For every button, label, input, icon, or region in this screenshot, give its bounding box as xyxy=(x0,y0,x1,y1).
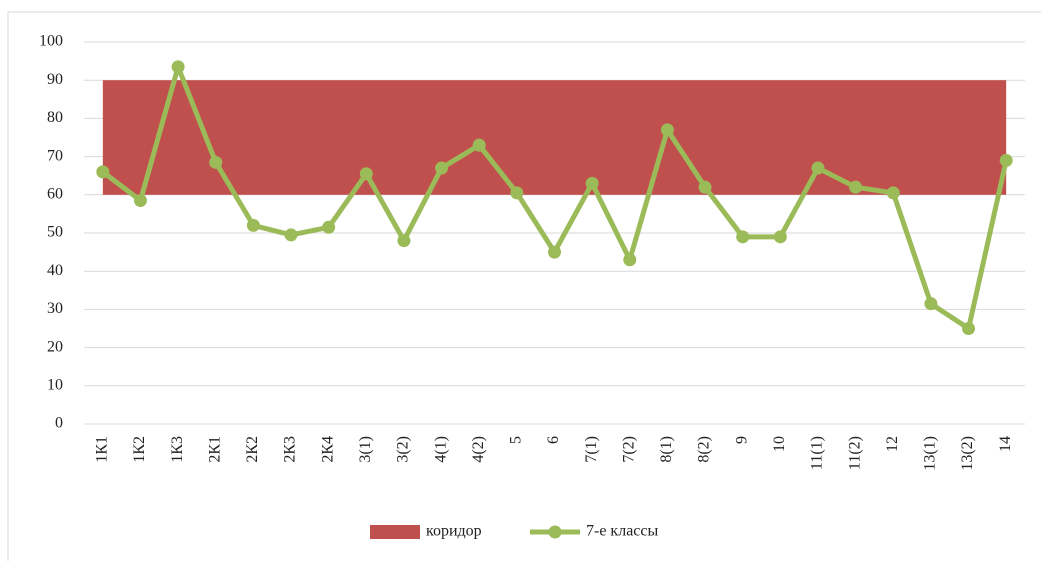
line-marker xyxy=(472,138,486,152)
line-marker xyxy=(171,60,185,74)
legend-swatch xyxy=(370,525,420,539)
x-tick-label: 13(2) xyxy=(959,436,976,471)
y-tick-label: 50 xyxy=(47,224,63,241)
line-marker xyxy=(246,218,260,232)
line-marker xyxy=(435,161,449,175)
line-marker xyxy=(548,245,561,259)
x-tick-label: 2К1 xyxy=(206,436,223,463)
x-tick-label: 4(1) xyxy=(432,436,449,463)
y-tick-label: 40 xyxy=(47,262,63,279)
x-tick-label: 8(2) xyxy=(696,436,713,463)
x-tick-label: 7(1) xyxy=(583,436,600,463)
x-tick-label: 1К1 xyxy=(93,436,110,463)
x-tick-label: 2К4 xyxy=(319,436,336,463)
y-tick-label: 90 xyxy=(47,71,63,88)
y-tick-label: 60 xyxy=(47,185,63,202)
line-marker xyxy=(886,186,900,200)
y-tick-label: 20 xyxy=(47,338,63,355)
line-marker xyxy=(623,253,637,267)
x-tick-label: 2К2 xyxy=(244,436,261,463)
line-marker xyxy=(736,230,750,244)
line-marker xyxy=(849,180,863,194)
line-marker xyxy=(359,167,373,181)
y-tick-label: 0 xyxy=(55,415,63,432)
line-marker xyxy=(133,194,147,208)
y-tick-label: 30 xyxy=(47,300,63,317)
x-tick-label: 1К3 xyxy=(169,436,186,463)
line-marker xyxy=(322,220,336,234)
legend-label: коридор xyxy=(426,523,482,540)
x-tick-label: 12 xyxy=(884,436,901,452)
line-marker xyxy=(698,180,712,194)
x-tick-label: 4(2) xyxy=(470,436,487,463)
corridor-band xyxy=(102,80,1007,195)
y-tick-label: 10 xyxy=(47,376,63,393)
line-marker xyxy=(811,161,825,175)
x-tick-label: 2К3 xyxy=(282,436,299,463)
line-marker xyxy=(284,228,298,242)
line-marker xyxy=(209,155,223,169)
line-marker xyxy=(397,234,411,248)
x-tick-label: 1К2 xyxy=(131,436,148,463)
line-marker xyxy=(962,322,976,335)
x-tick-label: 13(1) xyxy=(922,436,939,471)
line-marker xyxy=(510,186,524,200)
line-marker xyxy=(585,176,599,190)
x-tick-label: 14 xyxy=(997,436,1014,452)
legend-label: 7-е классы xyxy=(586,523,658,540)
x-tick-label: 3(2) xyxy=(395,436,412,463)
line-marker xyxy=(924,297,938,311)
x-tick-label: 11(1) xyxy=(809,436,826,470)
x-tick-label: 6 xyxy=(545,436,562,444)
x-tick-label: 5 xyxy=(508,436,525,444)
x-tick-label: 7(2) xyxy=(620,436,637,463)
y-tick-label: 70 xyxy=(47,147,63,164)
x-tick-label: 8(1) xyxy=(658,436,675,463)
line-marker xyxy=(999,153,1013,167)
x-tick-label: 11(2) xyxy=(846,436,863,470)
x-tick-label: 9 xyxy=(733,436,750,444)
y-tick-label: 80 xyxy=(47,109,63,126)
legend-swatch xyxy=(548,525,562,539)
line-marker xyxy=(773,230,787,244)
y-tick-label: 100 xyxy=(39,33,63,50)
x-tick-label: 10 xyxy=(771,436,788,452)
x-tick-label: 3(1) xyxy=(357,436,374,463)
line-marker xyxy=(660,123,674,137)
line-marker xyxy=(96,165,110,179)
